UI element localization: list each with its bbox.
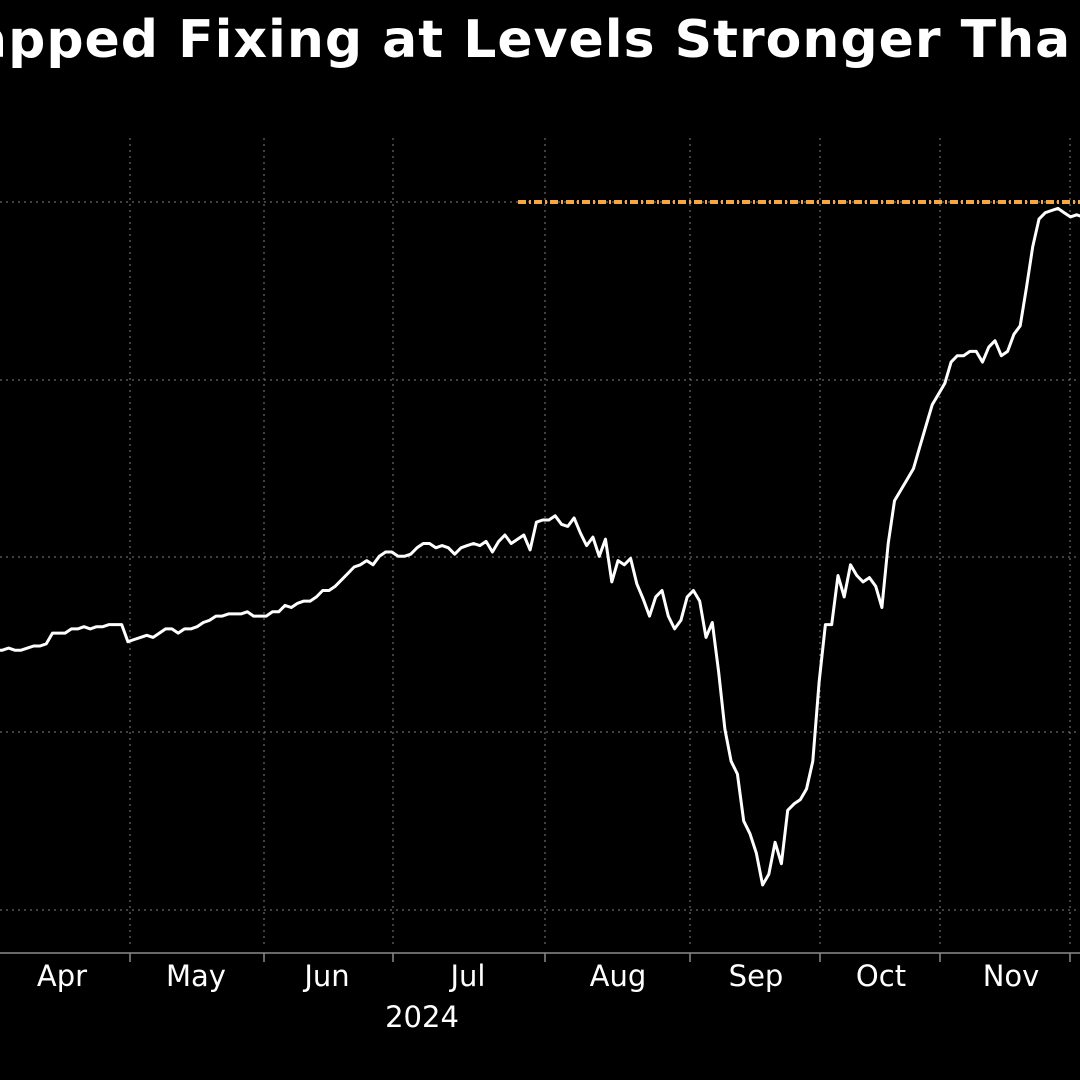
- series-line: [0, 206, 1080, 887]
- x-axis-year-label: 2024: [385, 1000, 459, 1034]
- x-tick-label-nov: Nov: [983, 959, 1040, 993]
- x-tick-label-aug: Aug: [590, 959, 647, 993]
- horizontal-gridlines: [0, 201, 1080, 911]
- vertical-gridlines: [129, 138, 1071, 948]
- x-axis-labels: Apr May Jun Jul Aug Sep Oct Nov: [37, 959, 1039, 993]
- x-tick-label-sep: Sep: [729, 959, 784, 993]
- x-tick-label-jul: Jul: [449, 959, 486, 993]
- chart-title: apped Fixing at Levels Stronger Tha: [0, 10, 1080, 80]
- chart-title-text: apped Fixing at Levels Stronger Tha: [0, 10, 1072, 70]
- x-tick-label-apr: Apr: [37, 959, 87, 993]
- x-tick-label-jun: Jun: [302, 959, 349, 993]
- x-tick-label-oct: Oct: [856, 959, 906, 993]
- x-tick-label-may: May: [166, 959, 226, 993]
- x-axis-ticks: [129, 953, 1071, 962]
